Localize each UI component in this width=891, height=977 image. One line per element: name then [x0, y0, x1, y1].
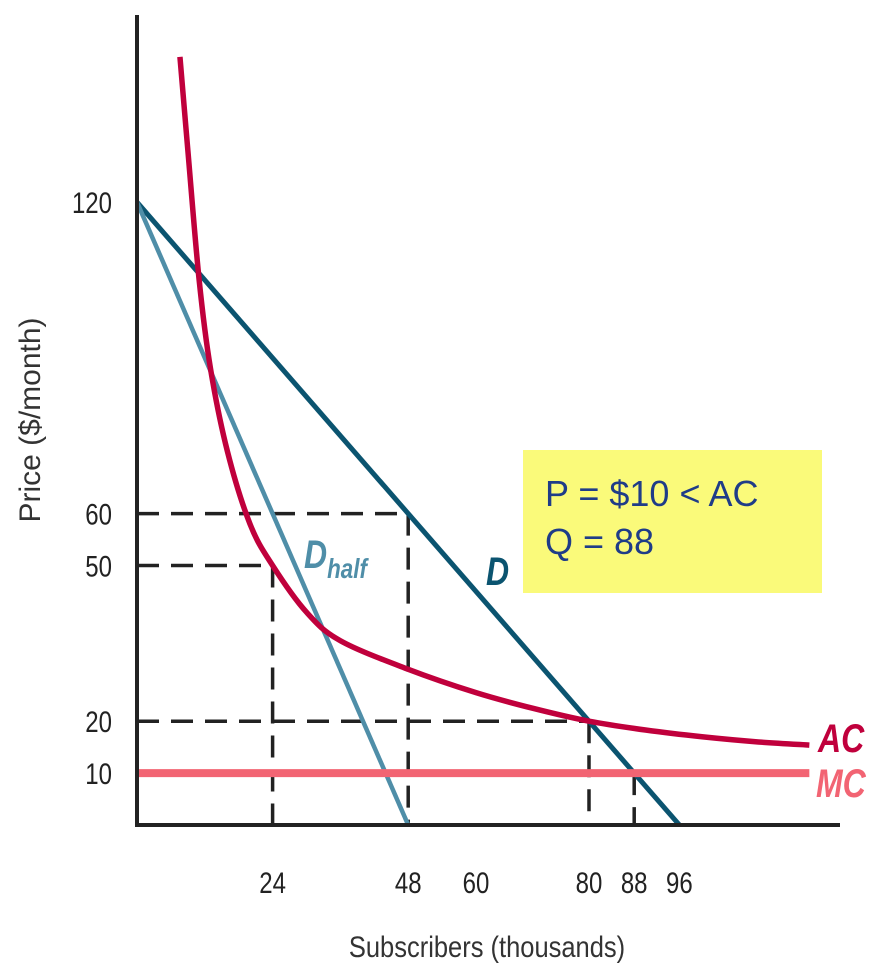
- annotation-line-quantity: Q = 88: [545, 521, 655, 562]
- mc-label: MC: [816, 761, 867, 806]
- average-cost-curve: [177, 56, 810, 748]
- y-tick-10: 10: [85, 756, 112, 790]
- y-tick-50: 50: [85, 549, 112, 583]
- annotation-box: P = $10 < AC Q = 88: [523, 450, 822, 593]
- x-axis-label: Subscribers (thousands): [349, 930, 625, 963]
- x-tick-48: 48: [395, 865, 422, 899]
- x-tick-96: 96: [666, 865, 693, 899]
- annotation-line-price: P = $10 < AC: [545, 473, 759, 514]
- y-tick-120: 120: [72, 186, 112, 220]
- curves: [134, 56, 810, 827]
- x-tick-24: 24: [259, 865, 286, 899]
- x-tick-80: 80: [576, 865, 603, 899]
- d-label: D: [486, 549, 509, 594]
- ac-label: AC: [817, 716, 865, 761]
- tick-labels: 120 60 50 20 10 24 48 60 80 88 96: [72, 186, 693, 900]
- y-tick-60: 60: [85, 497, 112, 531]
- dhalf-subscript: half: [327, 554, 369, 585]
- demand-half-curve: [134, 201, 411, 826]
- dhalf-label: Dhalf: [304, 532, 369, 585]
- y-axis-label: Price ($/month): [14, 317, 47, 522]
- x-tick-60: 60: [463, 865, 490, 899]
- y-tick-20: 20: [85, 705, 112, 739]
- x-tick-88: 88: [621, 865, 648, 899]
